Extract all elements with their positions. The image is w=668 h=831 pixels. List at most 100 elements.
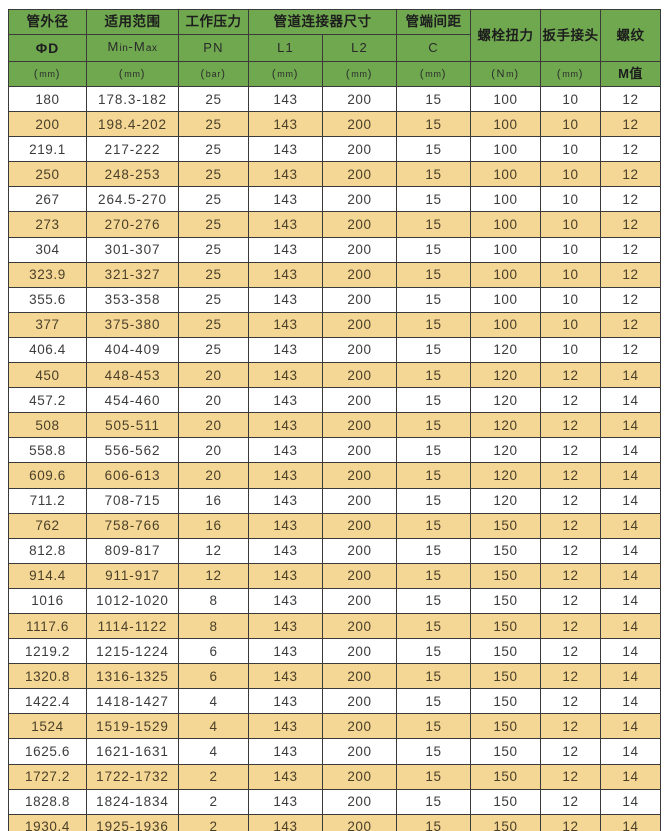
cell-l1: 143 — [248, 512, 323, 539]
cell-outer-diameter: 1727.2 — [8, 763, 87, 790]
cell-l1: 143 — [248, 612, 323, 640]
cell-l2: 200 — [322, 136, 397, 163]
cell-wrench-fitting: 10 — [540, 211, 601, 238]
table-row: 457.2 454-460 20 143 200 15 120 12 14 — [8, 387, 661, 414]
cell-applicable-range: 264.5-270 — [86, 186, 179, 213]
cell-pipe-end-gap: 15 — [396, 487, 471, 514]
table-body: 180 178.3-182 25 143 200 15 100 10 12 200 198.4-20… — [8, 85, 661, 831]
table-row: 219.1 217-222 25 143 200 15 100 10 12 — [8, 136, 661, 163]
cell-pipe-end-gap: 15 — [396, 236, 471, 263]
cell-l1: 143 — [248, 587, 323, 614]
cell-wrench-fitting: 10 — [540, 85, 601, 113]
cell-bolt-torque: 100 — [470, 111, 541, 138]
cell-l2: 200 — [322, 236, 397, 263]
cell-applicable-range: 1722-1732 — [86, 763, 179, 790]
cell-outer-diameter: 1219.2 — [8, 638, 87, 665]
header-thread: 螺纹 — [600, 9, 661, 62]
cell-outer-diameter: 377 — [8, 311, 87, 338]
cell-working-pressure: 25 — [178, 236, 249, 263]
cell-outer-diameter: 273 — [8, 211, 87, 238]
cell-l2: 200 — [322, 161, 397, 188]
cell-pipe-end-gap: 15 — [396, 311, 471, 338]
cell-thread: 14 — [600, 562, 661, 589]
cell-l2: 200 — [322, 286, 397, 313]
cell-working-pressure: 2 — [178, 763, 249, 790]
cell-bolt-torque: 120 — [470, 387, 541, 414]
cell-wrench-fitting: 12 — [540, 537, 601, 564]
cell-l1: 143 — [248, 311, 323, 338]
cell-applicable-range: 606-613 — [86, 462, 179, 489]
cell-outer-diameter: 1524 — [8, 713, 87, 740]
cell-outer-diameter: 558.8 — [8, 437, 87, 464]
table-row: 180 178.3-182 25 143 200 15 100 10 12 — [8, 85, 661, 113]
cell-l1: 143 — [248, 638, 323, 665]
cell-working-pressure: 4 — [178, 713, 249, 740]
cell-working-pressure: 12 — [178, 537, 249, 564]
cell-l1: 143 — [248, 412, 323, 439]
cell-working-pressure: 20 — [178, 412, 249, 439]
cell-wrench-fitting: 12 — [540, 688, 601, 715]
cell-bolt-torque: 150 — [470, 587, 541, 614]
cell-l1: 143 — [248, 161, 323, 188]
table-row: 1117.6 1114-1122 8 143 200 15 150 12 14 — [8, 612, 661, 640]
table-row: 1016 1012-1020 8 143 200 15 150 12 14 — [8, 587, 661, 614]
cell-wrench-fitting: 12 — [540, 487, 601, 514]
cell-wrench-fitting: 12 — [540, 612, 601, 640]
cell-wrench-fitting: 10 — [540, 111, 601, 138]
cell-l2: 200 — [322, 713, 397, 740]
cell-l2: 200 — [322, 362, 397, 389]
cell-bolt-torque: 150 — [470, 512, 541, 539]
cell-outer-diameter: 180 — [8, 85, 87, 113]
cell-applicable-range: 708-715 — [86, 487, 179, 514]
cell-working-pressure: 25 — [178, 336, 249, 364]
table-row: 1727.2 1722-1732 2 143 200 15 150 12 14 — [8, 763, 661, 790]
cell-wrench-fitting: 10 — [540, 261, 601, 288]
cell-outer-diameter: 1016 — [8, 587, 87, 614]
table-row: 1422.4 1418-1427 4 143 200 15 150 12 14 — [8, 688, 661, 715]
cell-l1: 143 — [248, 487, 323, 514]
cell-working-pressure: 6 — [178, 638, 249, 665]
cell-bolt-torque: 120 — [470, 412, 541, 439]
cell-wrench-fitting: 12 — [540, 362, 601, 389]
cell-thread: 14 — [600, 663, 661, 690]
cell-bolt-torque: 150 — [470, 562, 541, 589]
header-wrench-fitting: 扳手接头 — [540, 9, 601, 62]
cell-pipe-end-gap: 15 — [396, 261, 471, 288]
cell-outer-diameter: 200 — [8, 111, 87, 138]
header-unit-thread-mvalue: M值 — [600, 61, 661, 87]
cell-applicable-range: 1316-1325 — [86, 663, 179, 690]
cell-thread: 14 — [600, 412, 661, 439]
cell-l1: 143 — [248, 688, 323, 715]
cell-thread: 14 — [600, 462, 661, 489]
cell-outer-diameter: 1320.8 — [8, 663, 87, 690]
cell-l1: 143 — [248, 286, 323, 313]
cell-applicable-range: 1925-1936 — [86, 813, 179, 831]
cell-l2: 200 — [322, 85, 397, 113]
cell-wrench-fitting: 12 — [540, 738, 601, 765]
cell-pipe-end-gap: 15 — [396, 186, 471, 213]
cell-bolt-torque: 150 — [470, 813, 541, 831]
cell-pipe-end-gap: 15 — [396, 688, 471, 715]
cell-l2: 200 — [322, 462, 397, 489]
cell-bolt-torque: 150 — [470, 788, 541, 815]
cell-bolt-torque: 120 — [470, 462, 541, 489]
cell-working-pressure: 25 — [178, 85, 249, 113]
cell-working-pressure: 20 — [178, 462, 249, 489]
cell-applicable-range: 1824-1834 — [86, 788, 179, 815]
header-symbol-phi-d: ΦD — [8, 34, 87, 62]
cell-l2: 200 — [322, 387, 397, 414]
cell-working-pressure: 16 — [178, 512, 249, 539]
cell-applicable-range: 1012-1020 — [86, 587, 179, 614]
cell-l2: 200 — [322, 638, 397, 665]
cell-outer-diameter: 914.4 — [8, 562, 87, 589]
header-outer-diameter: 管外径 — [8, 9, 87, 35]
cell-l1: 143 — [248, 236, 323, 263]
cell-l2: 200 — [322, 186, 397, 213]
cell-l1: 143 — [248, 713, 323, 740]
cell-applicable-range: 448-453 — [86, 362, 179, 389]
cell-pipe-end-gap: 15 — [396, 638, 471, 665]
cell-thread: 12 — [600, 111, 661, 138]
header-unit-od: (mm) — [8, 61, 87, 87]
cell-l2: 200 — [322, 587, 397, 614]
cell-applicable-range: 353-358 — [86, 286, 179, 313]
